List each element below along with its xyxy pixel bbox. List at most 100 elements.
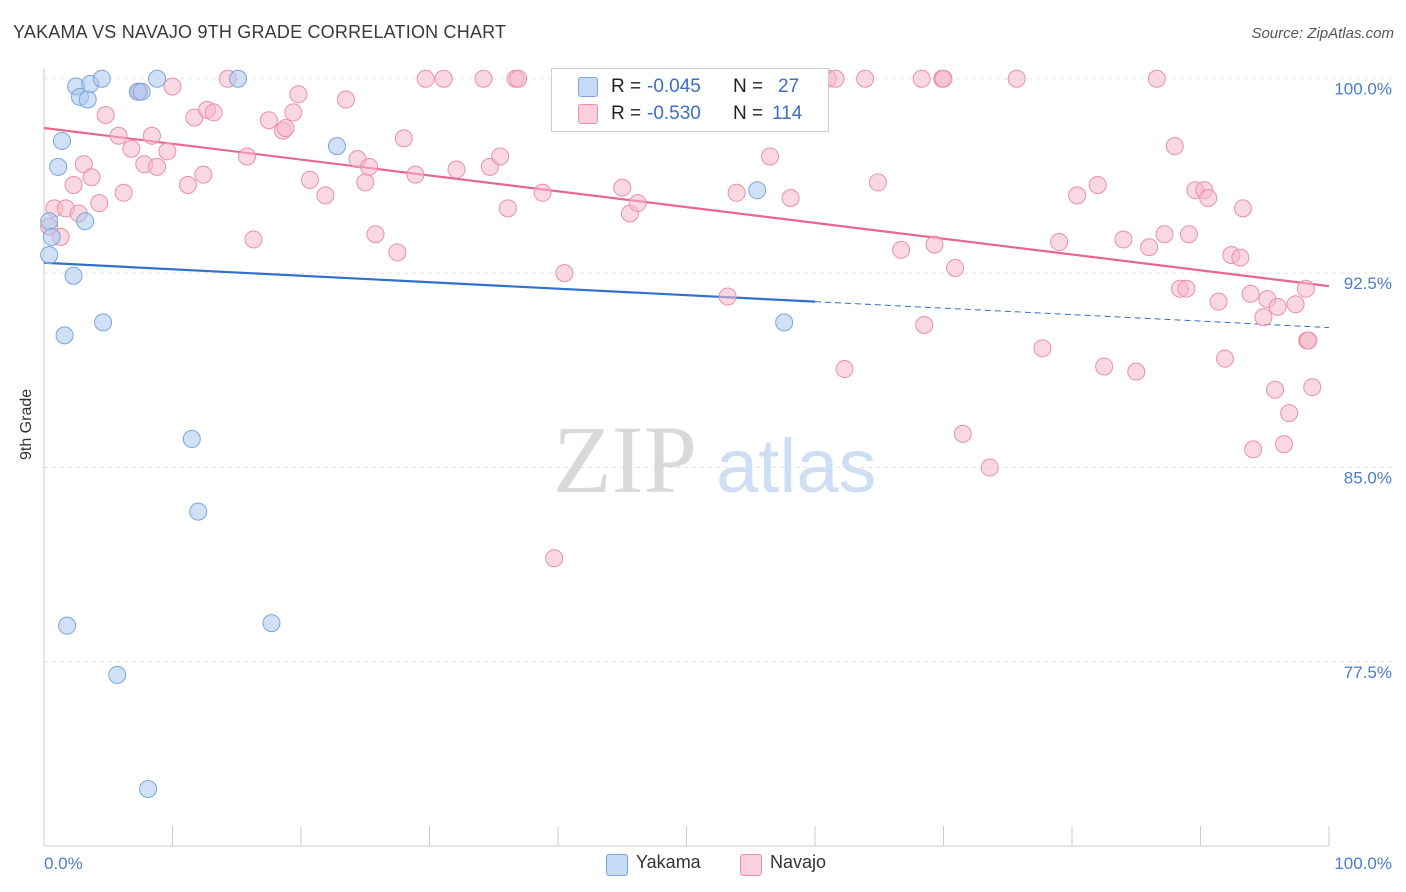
legend-r-label: R = [611,103,642,124]
navajo-point [434,69,453,88]
navajo-point [148,157,167,176]
source-label: Source: ZipAtlas.com [1251,25,1394,42]
navajo-point [1209,292,1228,311]
yakama-point [262,614,281,633]
navajo-point [1088,176,1107,195]
navajo-point [509,69,528,88]
navajo-point [300,170,319,189]
yakama-point [49,157,68,176]
data-points [40,69,1322,798]
yakama-point [94,313,113,332]
yakama-point [76,212,95,231]
navajo-point [158,142,177,161]
navajo-point [1050,233,1069,252]
tick-labels: 100.0% 92.5% 85.0% 77.5% 0.0% 100.0% [44,80,1392,873]
navajo-point [718,287,737,306]
yakama-point [182,430,201,449]
navajo-point [1215,349,1234,368]
yakama-point [229,69,248,88]
legend-swatch-yakama [606,854,628,876]
navajo-point [1068,186,1087,205]
navajo-point [356,173,375,192]
navajo-point [1179,225,1198,244]
navajo-point [360,157,379,176]
navajo-point [122,139,141,158]
navajo-point [366,225,385,244]
legend-n-value: 114 [772,103,803,124]
navajo-point [1296,279,1315,298]
navajo-point [1147,69,1166,88]
navajo-point [826,69,845,88]
navajo-trendline [43,126,1330,288]
yakama-point [92,69,111,88]
navajo-point [1007,69,1026,88]
navajo-point [1095,357,1114,376]
navajo-point [934,69,953,88]
navajo-point [1266,380,1285,399]
y-tick-label: 77.5% [1344,663,1392,682]
navajo-point [761,147,780,166]
legend-label-yakama: Yakama [636,852,701,872]
navajo-point [868,173,887,192]
x-tick-label: 100.0% [1334,854,1392,873]
navajo-point [204,103,223,122]
navajo-point [533,183,552,202]
navajo-point [316,186,335,205]
navajo-point [1303,378,1322,397]
navajo-point [613,178,632,197]
legend-n-value: 27 [778,76,800,97]
watermark-atlas: atlas [716,424,877,509]
yakama-point [40,246,59,264]
navajo-point [178,176,197,195]
yakama-point [78,90,97,109]
navajo-point [892,240,911,259]
navajo-point [276,118,295,137]
navajo-point [781,188,800,207]
series-legend: Yakama Navajo [0,852,1406,876]
navajo-point [1033,339,1052,358]
watermark-zip: ZIP [553,406,697,513]
navajo-point [388,243,407,262]
yakama-point [55,326,74,345]
yakama-point [189,502,208,521]
navajo-point [1231,248,1250,267]
navajo-point [1127,362,1146,381]
legend-n-label: N = [733,76,764,97]
navajo-point [727,183,746,202]
navajo-point [1241,284,1260,303]
navajo-point [259,111,278,130]
navajo-point [416,69,435,88]
navajo-point [1114,230,1133,249]
navajo-point [109,126,128,145]
axes [43,68,1330,847]
navajo-point [394,129,413,148]
y-tick-label: 85.0% [1344,469,1392,488]
navajo-point [953,424,972,443]
navajo-point [238,147,257,166]
yakama-trendline [43,261,816,303]
navajo-point [1286,295,1305,314]
navajo-point [1177,279,1196,298]
yakama-point [148,69,167,88]
navajo-point [194,165,213,184]
navajo-point [64,176,83,195]
yakama-point [40,212,59,231]
legend-swatch-navajo [578,104,598,124]
yakama-point [58,616,77,635]
navajo-point [244,230,263,249]
navajo-point [912,69,931,88]
chart-title: YAKAMA VS NAVAJO 9TH GRADE CORRELATION C… [13,22,507,42]
navajo-point [406,165,425,184]
legend-label-navajo: Navajo [770,852,827,872]
gridlines [44,78,1392,663]
legend-n-label: N = [733,103,764,124]
correlation-legend: R = -0.045 N = 27 R = -0.530 N = 114 [551,68,829,132]
navajo-point [447,160,466,179]
navajo-point [96,106,115,125]
yakama-point [132,82,151,101]
navajo-point [474,69,493,88]
navajo-point [1244,440,1263,459]
x-tick-label: 0.0% [44,854,83,873]
navajo-point [491,147,510,166]
